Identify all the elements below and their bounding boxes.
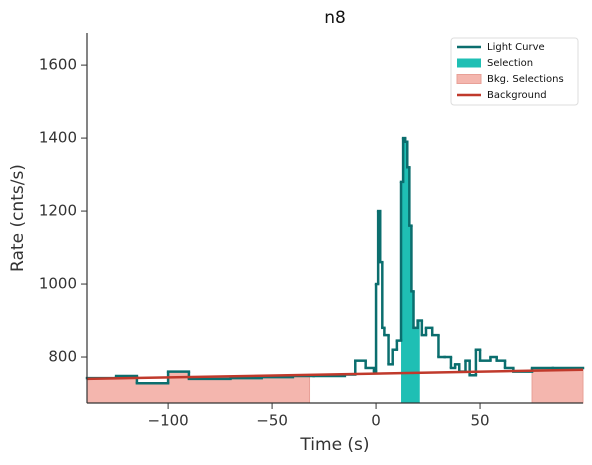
- x-tick-label: −100: [148, 412, 189, 430]
- x-axis-label: Time (s): [299, 435, 369, 455]
- x-tick-label: −50: [256, 412, 288, 430]
- legend-label: Background: [487, 90, 547, 101]
- legend-patch: [457, 58, 481, 68]
- y-tick-label: 1000: [39, 275, 77, 293]
- y-tick-label: 800: [48, 348, 77, 366]
- x-tick-label: 50: [471, 412, 490, 430]
- y-tick-label: 1400: [39, 129, 77, 147]
- y-axis-label: Rate (cnts/s): [8, 164, 28, 272]
- background-line: [86, 368, 584, 381]
- y-tick-label: 1600: [39, 56, 77, 74]
- chart-title: n8: [324, 8, 346, 28]
- legend-box: [450, 37, 579, 106]
- legend-patch: [456, 74, 482, 84]
- x-tick-label: 0: [371, 412, 381, 430]
- legend-label: Bkg. Selections: [487, 74, 564, 85]
- bkg-selection: [531, 367, 584, 404]
- legend-label: Selection: [487, 58, 533, 69]
- y-tick-label: 1200: [39, 202, 77, 220]
- legend-label: Light Curve: [487, 42, 545, 53]
